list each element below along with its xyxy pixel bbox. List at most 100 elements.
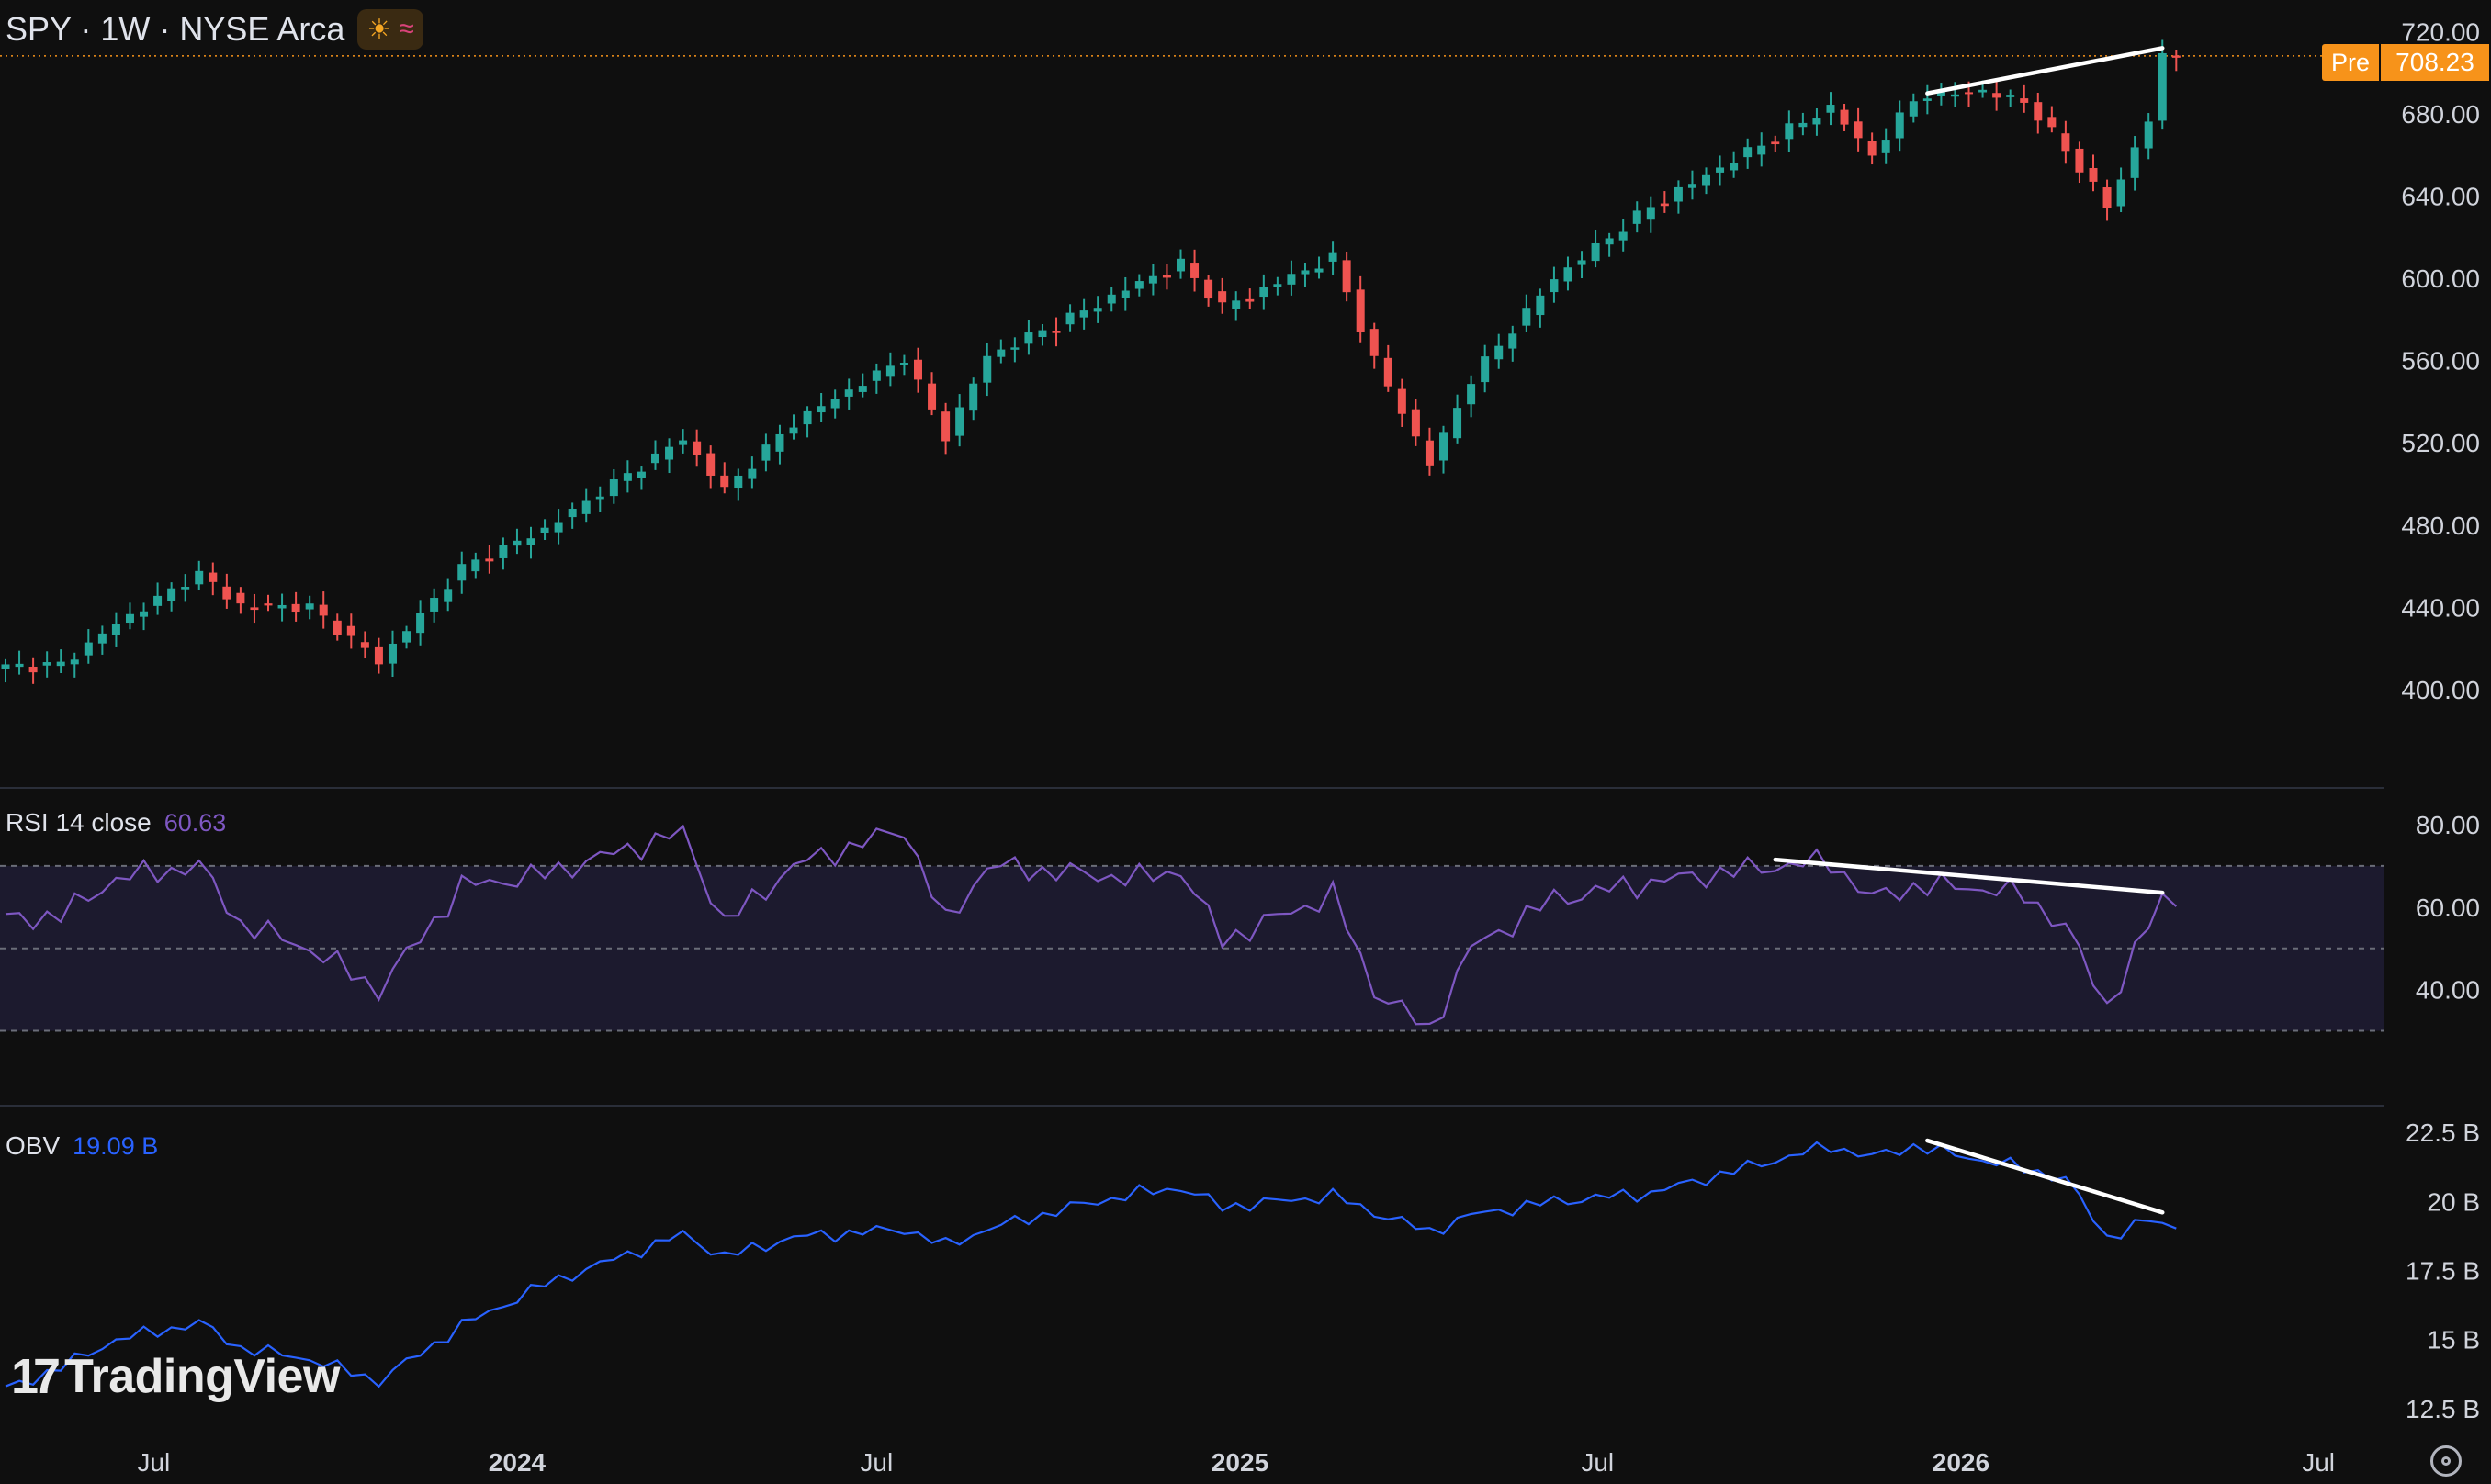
time-axis-label: 2025 — [1212, 1448, 1268, 1477]
candle-body — [1605, 238, 1614, 245]
candle-body — [1757, 145, 1766, 155]
candle-body — [650, 453, 659, 464]
candle-body — [1950, 94, 1959, 97]
obv-legend[interactable]: OBV 19.09 B — [6, 1131, 158, 1161]
candle-body — [444, 589, 453, 602]
candle-body — [374, 646, 383, 665]
tradingview-logo[interactable]: 17 TradingView — [11, 1348, 340, 1405]
candle-body — [817, 406, 826, 413]
symbol-legend[interactable]: SPY · 1W · NYSE Arca ☀ ≈ — [6, 9, 423, 50]
obv-axis-label: 20 B — [2427, 1187, 2480, 1216]
candle-body — [15, 663, 24, 668]
candle-body — [2130, 147, 2139, 178]
rsi-line — [5, 824, 2178, 1026]
candle-body — [181, 587, 190, 590]
candle-body — [844, 389, 853, 397]
candle-body — [1134, 281, 1144, 289]
candle-body — [28, 666, 38, 673]
candle-body — [2061, 133, 2070, 152]
candle-body — [1107, 294, 1116, 304]
symbol-title[interactable]: SPY · 1W · NYSE Arca — [6, 10, 345, 48]
price-axis-label: 720.00 — [2401, 17, 2480, 46]
price-axis-label: 400.00 — [2401, 676, 2480, 704]
obv-axis-label: 22.5 B — [2406, 1119, 2480, 1147]
candle-body — [1204, 279, 1213, 299]
candle-body — [1563, 267, 1572, 282]
candle-body — [997, 349, 1006, 357]
candle-body — [485, 558, 494, 562]
candle-body — [1218, 291, 1227, 303]
candle-body — [1522, 308, 1531, 326]
candle-body — [941, 411, 951, 442]
candle-body — [277, 604, 287, 609]
candle-body — [1591, 242, 1600, 262]
candle-body — [140, 611, 149, 617]
candle-body — [1743, 147, 1753, 158]
candle-body — [402, 631, 411, 643]
candle-body — [748, 468, 757, 479]
rsi-legend[interactable]: RSI 14 close 60.63 — [6, 808, 226, 838]
candle-body — [111, 624, 120, 635]
candle-body — [56, 661, 65, 667]
candle-body — [775, 433, 784, 452]
candle-body — [125, 613, 134, 624]
candle-body — [1177, 258, 1185, 272]
candle-body — [928, 383, 937, 410]
candle-body — [1687, 184, 1696, 188]
candle-body — [1632, 210, 1641, 224]
candle-body — [734, 475, 743, 489]
candle-body — [1383, 357, 1392, 387]
session-badge[interactable]: ☀ ≈ — [357, 9, 423, 50]
settings-icon[interactable] — [2430, 1445, 2462, 1477]
sun-icon: ☀ — [366, 14, 392, 45]
candle-body — [554, 522, 563, 533]
candle-body — [1785, 123, 1794, 140]
candle-body — [1, 664, 10, 669]
rsi-axis-label: 80.00 — [2416, 811, 2480, 839]
candle-body — [1702, 174, 1711, 186]
candle-body — [1992, 93, 2001, 98]
candle-body — [42, 662, 51, 666]
candle-body — [499, 545, 508, 558]
price-axis-label: 520.00 — [2401, 429, 2480, 457]
candle-body — [2158, 52, 2167, 121]
candle-body — [305, 603, 314, 610]
candle-body — [1771, 141, 1780, 145]
rsi-value: 60.63 — [163, 808, 227, 837]
time-axis-label: 2024 — [489, 1448, 547, 1477]
candle-body — [1425, 440, 1434, 466]
candle-body — [872, 370, 881, 381]
candle-body — [1826, 105, 1835, 113]
candle-body — [1550, 279, 1559, 293]
price-axis-label: 480.00 — [2401, 512, 2480, 540]
candle-body — [568, 508, 577, 518]
candle-body — [1232, 300, 1241, 309]
candle-body — [581, 500, 591, 514]
candle-body — [885, 365, 895, 377]
candle-body — [70, 659, 79, 665]
candle-body — [1536, 295, 1545, 316]
obv-line — [5, 1141, 2177, 1388]
candle-body — [1356, 289, 1365, 332]
candle-body — [1342, 260, 1351, 293]
candle-body — [1812, 118, 1821, 125]
candle-body — [1246, 298, 1255, 302]
candle-body — [2020, 98, 2029, 103]
candle-body — [153, 595, 163, 606]
candle-body — [1314, 268, 1324, 273]
last-price-tag: 708.23 — [2381, 44, 2489, 81]
candle-body — [1854, 121, 1863, 139]
price-axis-label: 600.00 — [2401, 264, 2480, 293]
candle-body — [1508, 333, 1517, 349]
rsi-axis-label: 40.00 — [2416, 976, 2480, 1005]
candle-body — [955, 407, 964, 436]
candle-body — [1093, 308, 1102, 312]
candle-body — [346, 625, 355, 636]
rsi-axis-label: 60.00 — [2416, 894, 2480, 922]
candle-body — [1481, 356, 1490, 383]
time-axis-label: Jul — [2302, 1448, 2335, 1477]
candle-body — [720, 475, 729, 488]
candle-body — [1895, 112, 1904, 139]
candle-body — [2006, 95, 2015, 97]
